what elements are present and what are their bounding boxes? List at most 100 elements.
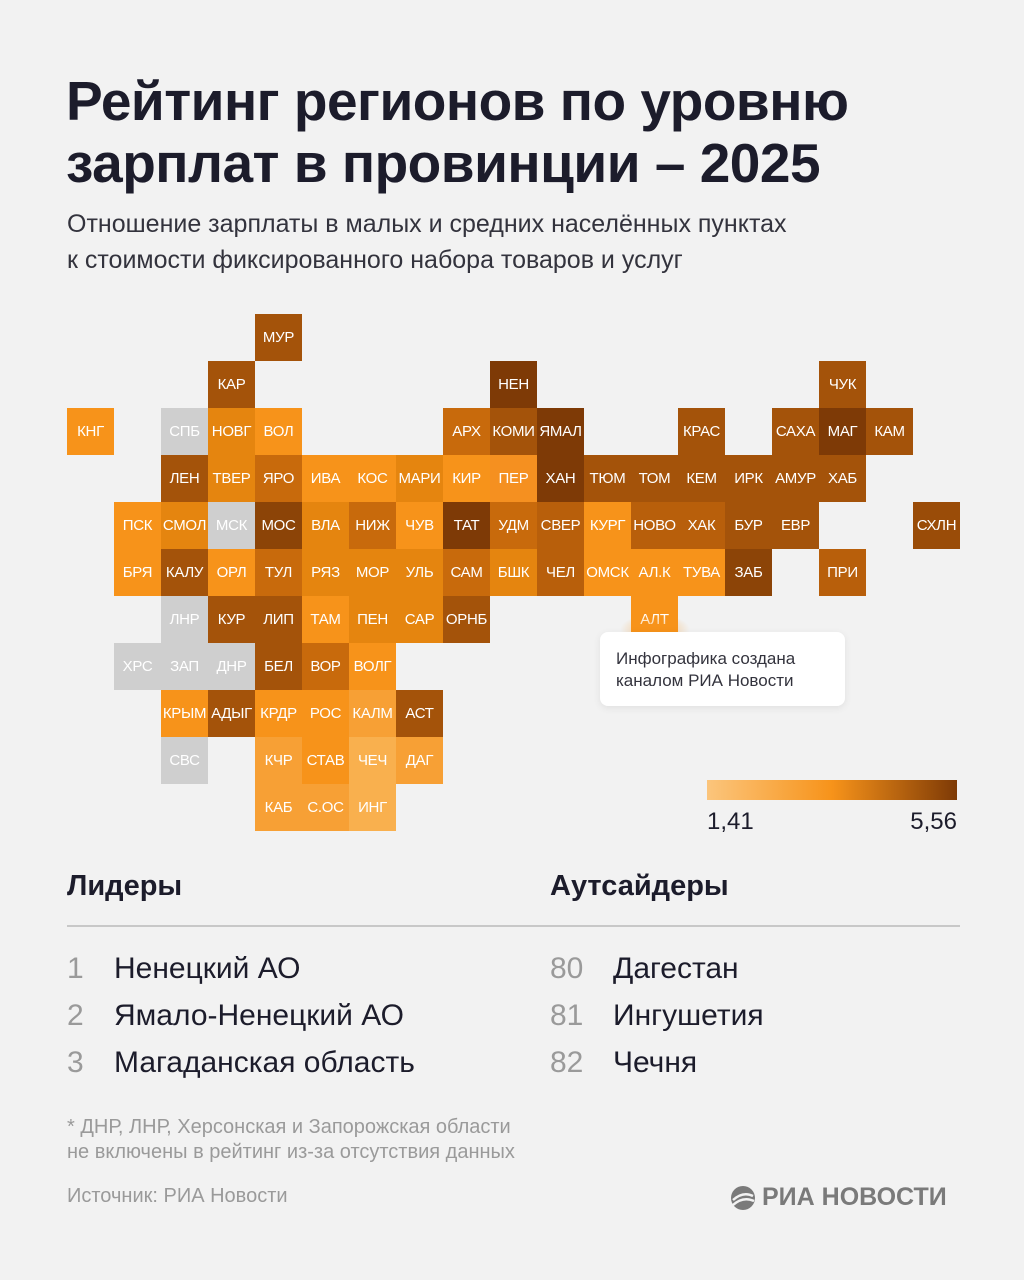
region-tile: ОМСК <box>584 549 631 596</box>
region-tile: КАМ <box>866 408 913 455</box>
region-tile: КАЛУ <box>161 549 208 596</box>
region-tile: МАРИ <box>396 455 443 502</box>
region-tile: АСТ <box>396 690 443 737</box>
region-tile: ЧЕЧ <box>349 737 396 784</box>
outsider-rank: 82 <box>550 1046 584 1079</box>
region-tile: ЧУК <box>819 361 866 408</box>
region-tile: АЛ.К <box>631 549 678 596</box>
region-tile: СВЕР <box>537 502 584 549</box>
page-title: Рейтинг регионов по уровню зарплат в пров… <box>66 70 849 194</box>
ria-logo: РИА НОВОСТИ <box>730 1183 947 1212</box>
subtitle-line-2: к стоимости фиксированного набора товаро… <box>67 246 683 274</box>
leaders-heading: Лидеры <box>67 870 183 902</box>
footnote-line-2: не включены в рейтинг из-за отсутствия д… <box>67 1141 515 1163</box>
region-tile: КУР <box>208 596 255 643</box>
region-tile: ПСК <box>114 502 161 549</box>
region-tile: МОР <box>349 549 396 596</box>
title-line-1: Рейтинг регионов по уровню <box>66 70 849 132</box>
region-tile: БУР <box>725 502 772 549</box>
region-tile: ИВА <box>302 455 349 502</box>
region-tile: ПЕР <box>490 455 537 502</box>
region-tile: ТЮМ <box>584 455 631 502</box>
legend-gradient <box>707 780 957 800</box>
region-tile: ЧУВ <box>396 502 443 549</box>
region-tile: КАЛМ <box>349 690 396 737</box>
legend-min: 1,41 <box>707 808 754 835</box>
region-tile: НОВГ <box>208 408 255 455</box>
subtitle-line-1: Отношение зарплаты в малых и средних нас… <box>67 210 787 238</box>
region-tile: ОРЛ <box>208 549 255 596</box>
source: Источник: РИА Новости <box>67 1185 288 1207</box>
region-tile: ЯМАЛ <box>537 408 584 455</box>
region-tile: РОС <box>302 690 349 737</box>
leader-rank: 2 <box>67 999 84 1032</box>
region-tile: ПРИ <box>819 549 866 596</box>
region-tile: ЧЕЛ <box>537 549 584 596</box>
legend-max: 5,56 <box>910 808 957 835</box>
leader-rank: 3 <box>67 1046 84 1079</box>
outsider-name: Дагестан <box>613 952 739 985</box>
region-tile: ВОР <box>302 643 349 690</box>
region-tile: ВЛА <box>302 502 349 549</box>
region-tile: САМ <box>443 549 490 596</box>
region-tile: ЗАП <box>161 643 208 690</box>
region-tile: ДНР <box>208 643 255 690</box>
region-tile: НОВО <box>631 502 678 549</box>
info-tooltip: Инфографика создана каналом РИА Новости <box>600 632 845 706</box>
outsider-rank: 81 <box>550 999 584 1032</box>
region-tile: КНГ <box>67 408 114 455</box>
region-tile: С.ОС <box>302 784 349 831</box>
region-tile: ЛИП <box>255 596 302 643</box>
divider <box>67 925 960 927</box>
region-tile: МАГ <box>819 408 866 455</box>
outsider-rank: 80 <box>550 952 584 985</box>
tile-map: МУР КАР НЕН ЧУК КНГ СПБ НОВГ ВОЛ АРХ КОМИ ЯМАЛ КРАС… <box>67 314 960 831</box>
leader-name: Ненецкий АО <box>114 952 301 985</box>
region-tile: РЯЗ <box>302 549 349 596</box>
region-tile: КОС <box>349 455 396 502</box>
subtitle: Отношение зарплаты в малых и средних нас… <box>67 206 787 278</box>
title-line-2: зарплат в провинции – 2025 <box>66 132 821 194</box>
tooltip-line-2: каналом РИА Новости <box>616 671 794 690</box>
region-tile: СВС <box>161 737 208 784</box>
outsider-name: Ингушетия <box>613 999 764 1032</box>
region-tile: ОРНБ <box>443 596 490 643</box>
region-tile: МСК <box>208 502 255 549</box>
ria-logo-icon <box>731 1185 755 1210</box>
region-tile: САХА <box>772 408 819 455</box>
region-tile: КРАС <box>678 408 725 455</box>
region-tile: НИЖ <box>349 502 396 549</box>
leader-rank: 1 <box>67 952 84 985</box>
region-tile: КУРГ <box>584 502 631 549</box>
region-tile: ВОЛ <box>255 408 302 455</box>
region-tile: БШК <box>490 549 537 596</box>
region-tile: СПБ <box>161 408 208 455</box>
region-tile: СМОЛ <box>161 502 208 549</box>
region-tile: КИР <box>443 455 490 502</box>
region-tile: ТУВА <box>678 549 725 596</box>
region-tile: ХАН <box>537 455 584 502</box>
region-tile: ТУЛ <box>255 549 302 596</box>
region-tile: ДАГ <box>396 737 443 784</box>
region-tile: ХАБ <box>819 455 866 502</box>
region-tile: СХЛН <box>913 502 960 549</box>
region-tile: КРЫМ <box>161 690 208 737</box>
region-tile: ТАМ <box>302 596 349 643</box>
region-tile: КАБ <box>255 784 302 831</box>
region-tile: УЛЬ <box>396 549 443 596</box>
region-tile: НЕН <box>490 361 537 408</box>
region-tile: АДЫГ <box>208 690 255 737</box>
region-tile: МУР <box>255 314 302 361</box>
region-tile: СТАВ <box>302 737 349 784</box>
region-tile: КЧР <box>255 737 302 784</box>
region-tile: КАР <box>208 361 255 408</box>
footnote: * ДНР, ЛНР, Херсонская и Запорожская обл… <box>67 1115 515 1165</box>
outsiders-heading: Аутсайдеры <box>550 870 729 902</box>
region-tile: ЛЕН <box>161 455 208 502</box>
region-tile: ТОМ <box>631 455 678 502</box>
region-tile: ПЕН <box>349 596 396 643</box>
region-tile: ЯРО <box>255 455 302 502</box>
region-tile: ЛНР <box>161 596 208 643</box>
logo-text: РИА НОВОСТИ <box>762 1183 947 1211</box>
region-tile: ТАТ <box>443 502 490 549</box>
